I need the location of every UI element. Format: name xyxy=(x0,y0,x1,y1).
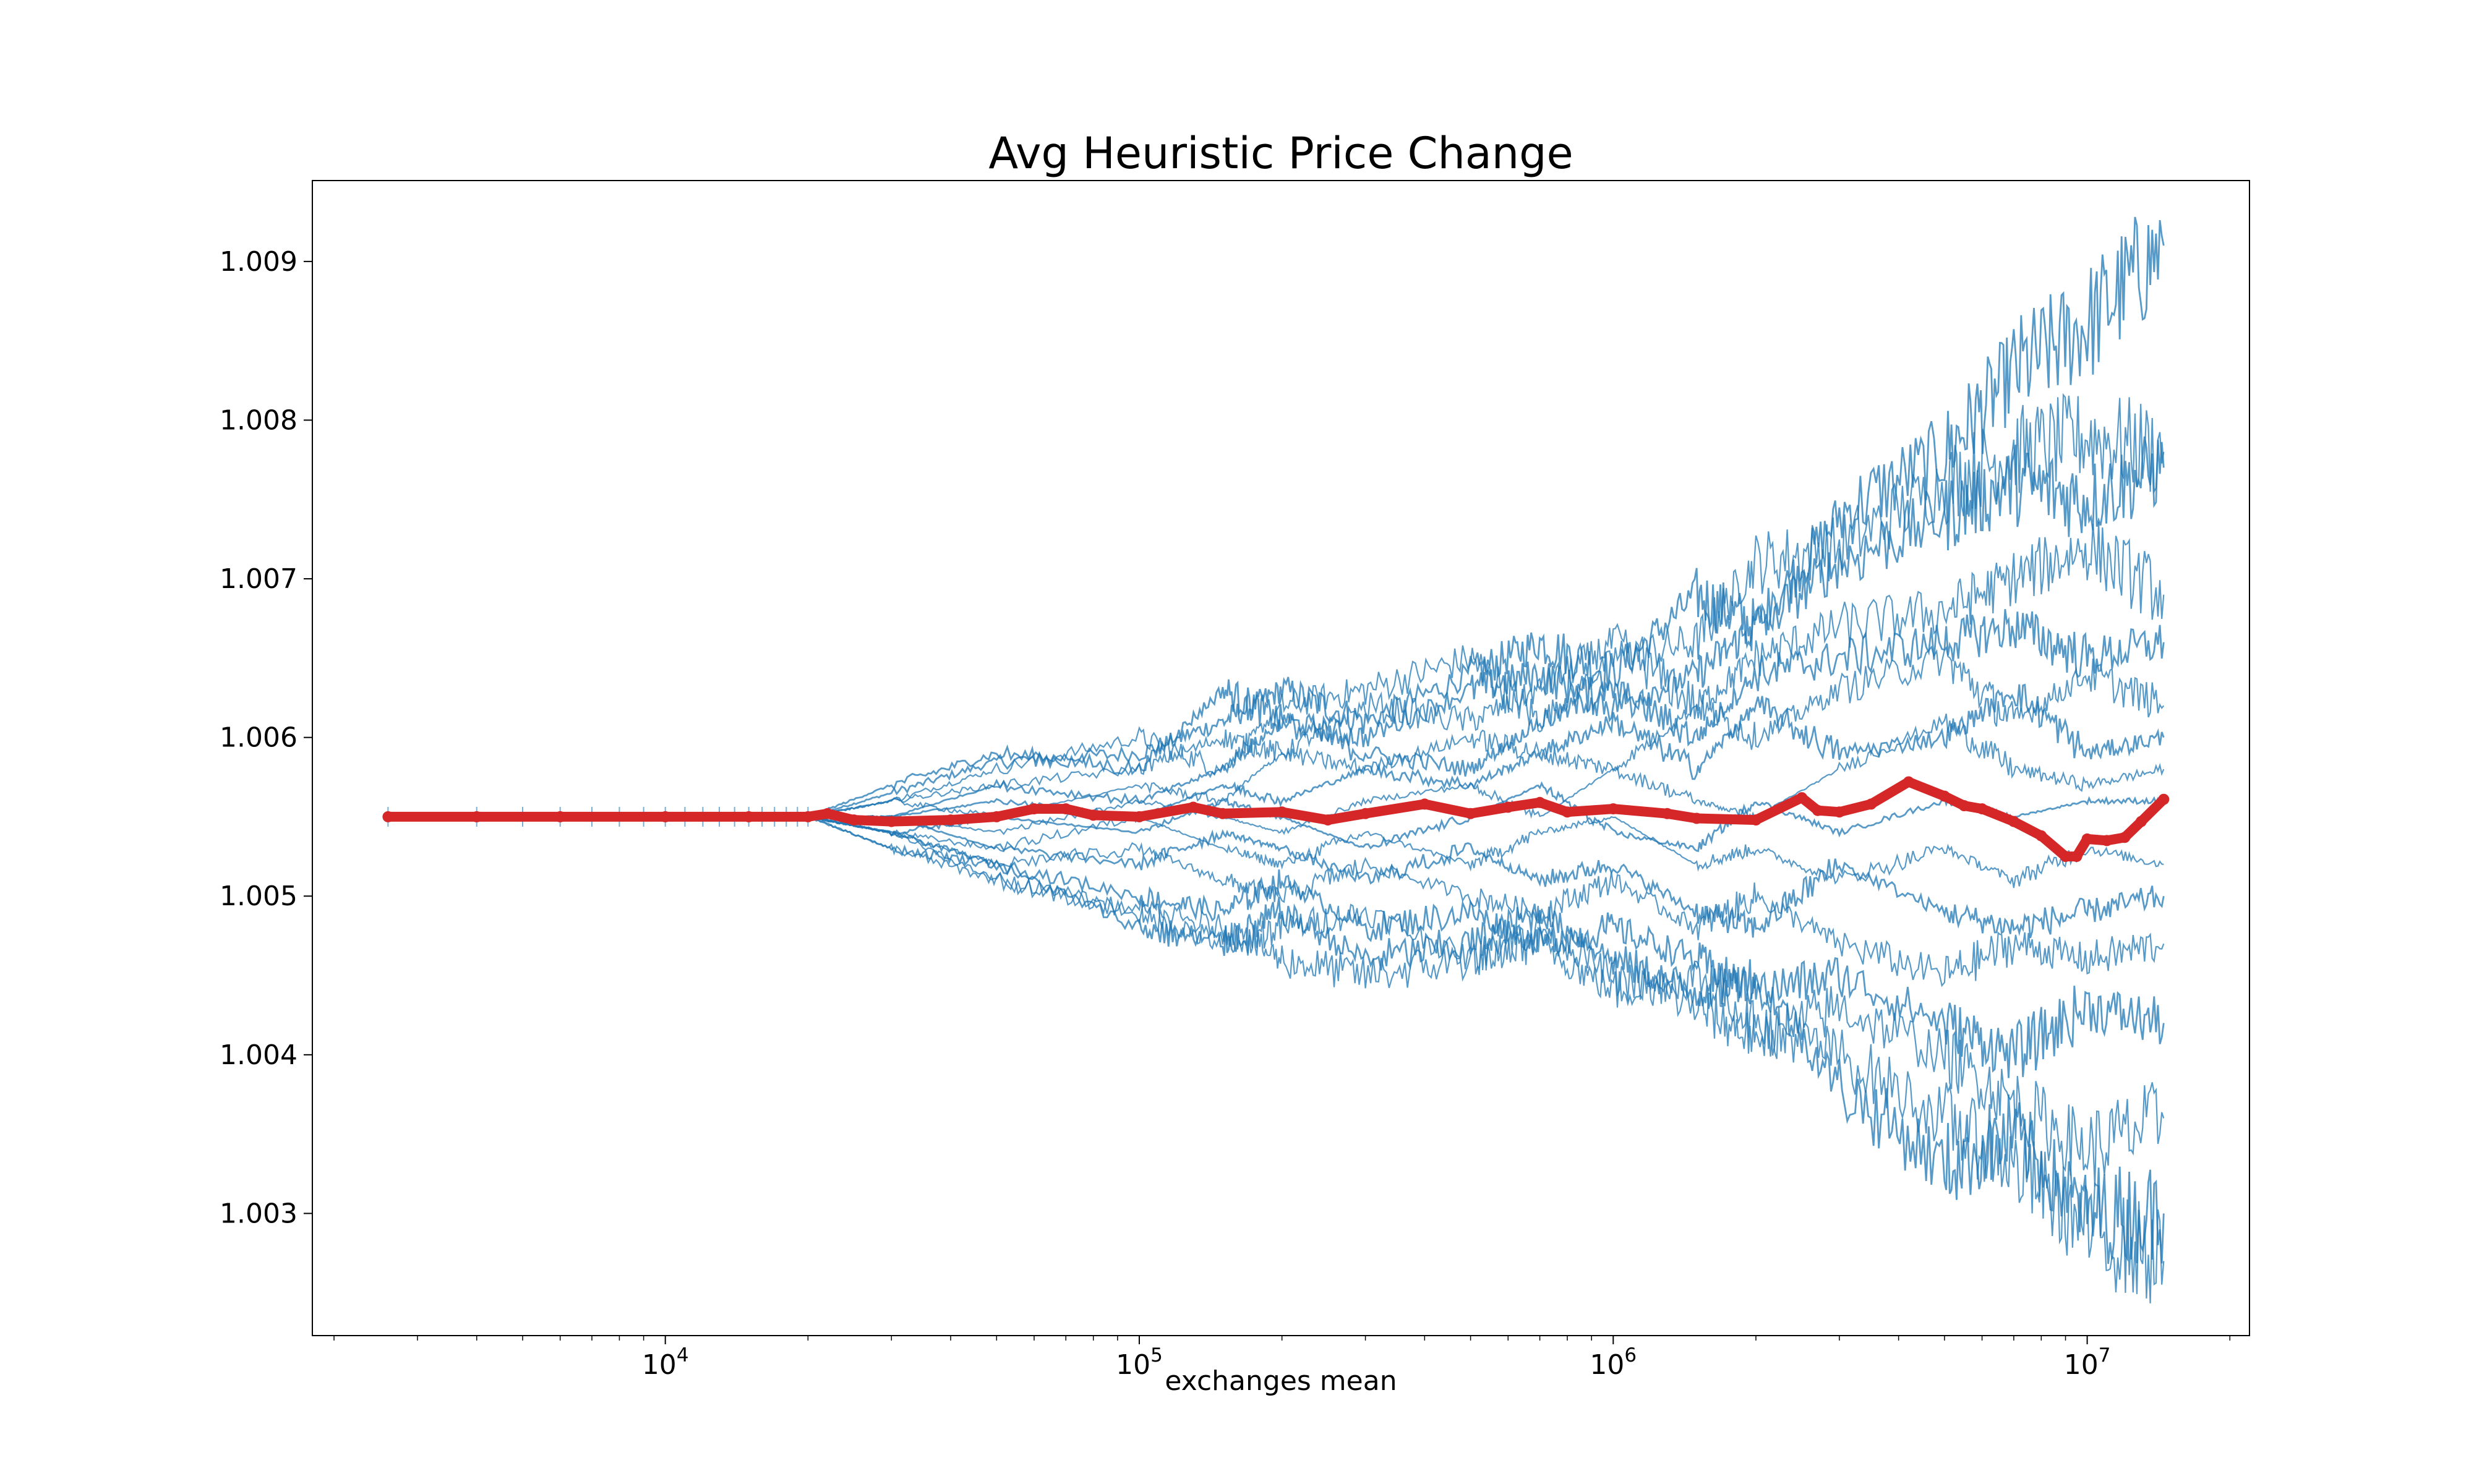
run-line xyxy=(388,815,2165,987)
mean-point xyxy=(1087,809,1099,821)
mean-point xyxy=(743,811,755,822)
x-tick-label: 107 xyxy=(2064,1344,2111,1381)
mean-point xyxy=(802,811,814,822)
mean-point xyxy=(1903,776,1914,788)
mean-point xyxy=(1419,798,1431,810)
y-tick-label: 1.003 xyxy=(220,1198,297,1229)
mean-point xyxy=(554,811,566,822)
mean-point xyxy=(1938,790,1950,802)
mean-point xyxy=(1465,808,1476,819)
mean-point xyxy=(848,814,860,826)
mean-point xyxy=(1029,803,1040,815)
mean-point xyxy=(2035,830,2047,842)
y-tick-label: 1.005 xyxy=(220,881,297,912)
run-line xyxy=(388,813,2164,889)
mean-point xyxy=(1359,808,1371,819)
mean-point xyxy=(1661,808,1673,819)
mean-point xyxy=(1796,792,1808,804)
mean-point xyxy=(471,811,482,822)
y-tick-label: 1.008 xyxy=(220,404,297,436)
run-line xyxy=(388,814,2165,939)
run-line xyxy=(388,436,2165,819)
mean-point xyxy=(2101,835,2113,846)
run-line xyxy=(388,814,2165,1264)
chart-title: Avg Heuristic Price Change xyxy=(988,128,1573,179)
mean-point xyxy=(1134,811,1145,822)
mean-point xyxy=(945,814,956,826)
run-line xyxy=(388,609,2165,819)
mean-point xyxy=(1502,801,1514,813)
run-line xyxy=(388,521,2165,819)
run-line xyxy=(388,393,2165,819)
mean-point xyxy=(991,811,1003,822)
mean-point xyxy=(2119,832,2131,843)
mean-point xyxy=(1188,801,1199,813)
mean-point xyxy=(1276,806,1288,818)
mean-point xyxy=(1534,796,1546,808)
mean-point xyxy=(886,816,897,827)
mean-point xyxy=(1750,814,1761,826)
mean-point xyxy=(1833,806,1845,818)
mean-point xyxy=(1607,803,1619,815)
run-line xyxy=(388,815,2165,1303)
x-tick-label: 104 xyxy=(642,1344,689,1381)
mean-point xyxy=(2158,793,2170,805)
mean-line xyxy=(383,777,2169,862)
mean-point xyxy=(1562,806,1573,818)
mean-point xyxy=(1812,804,1823,816)
x-tick-label: 106 xyxy=(1590,1344,1637,1381)
mean-point xyxy=(2081,833,2093,845)
mean-point xyxy=(1691,812,1703,824)
y-tick-label: 1.009 xyxy=(220,246,297,278)
mean-point xyxy=(1217,808,1228,819)
mean-point xyxy=(1976,803,1988,815)
mean-point xyxy=(659,811,671,822)
mean-point xyxy=(2071,851,2082,863)
mean-point xyxy=(1322,814,1333,826)
mean-point xyxy=(1060,803,1072,815)
plot-frame xyxy=(312,180,2250,1336)
mean-point xyxy=(2135,816,2147,827)
x-axis-label: exchanges mean xyxy=(1165,1365,1397,1397)
ticks-layer: 1.003 1.004 1.005 1.006 1.007 1.008 1.009 104 10… xyxy=(220,246,2231,1381)
y-tick-label: 1.004 xyxy=(220,1039,297,1071)
run-line xyxy=(388,814,2165,1078)
mean-point xyxy=(2008,816,2019,827)
x-tick-label: 105 xyxy=(1116,1344,1163,1381)
run-line xyxy=(388,683,2165,819)
mean-point xyxy=(2060,851,2071,863)
mean-point xyxy=(822,808,834,819)
y-tick-label: 1.007 xyxy=(220,563,297,595)
run-line xyxy=(388,216,2165,819)
y-tick-label: 1.006 xyxy=(220,722,297,754)
mean-layer xyxy=(382,776,2170,863)
mean-point xyxy=(1958,800,1970,811)
mean-point xyxy=(382,811,394,822)
mean-point xyxy=(1865,798,1877,810)
